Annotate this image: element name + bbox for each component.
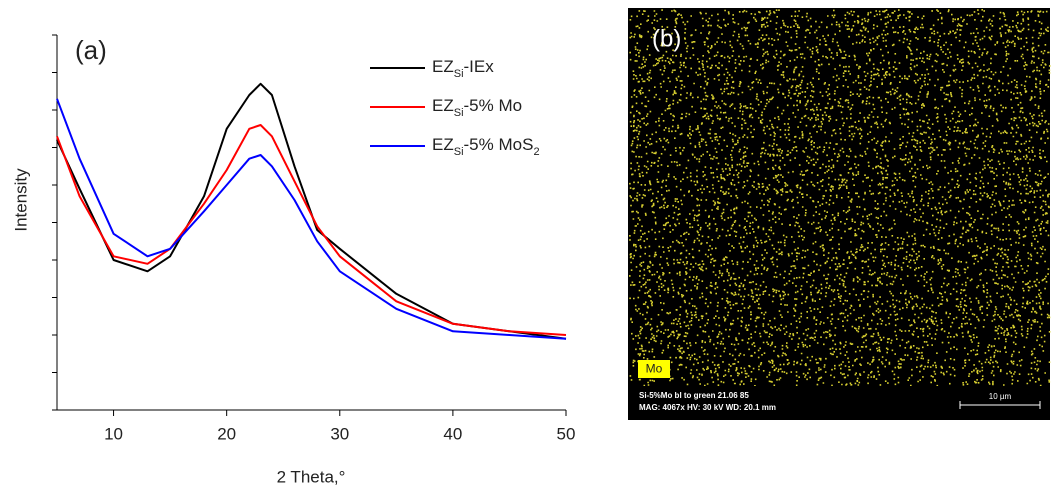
legend-text-part: -IEx <box>464 57 495 76</box>
legend-text-part: EZ <box>432 96 454 115</box>
legend-label: EZSi-IEx <box>432 57 494 79</box>
caption: MAG: 4067x HV: 30 kV WD: 20.1 mm <box>639 403 776 412</box>
legend-text-part: EZ <box>432 135 454 154</box>
x-tick-label: 40 <box>443 424 462 443</box>
x-tick-label: 50 <box>557 424 576 443</box>
series-line <box>56 98 567 340</box>
element-label: Mo <box>646 362 663 376</box>
scale-label: 10 µm <box>989 392 1012 401</box>
legend-label: EZSi-5% MoS2 <box>432 135 540 157</box>
series-line <box>56 82 567 340</box>
y-axis-title: Intensity <box>11 168 30 232</box>
x-tick-label: 10 <box>104 424 123 443</box>
legend-text-part: Si <box>454 146 464 158</box>
x-tick-label: 30 <box>330 424 349 443</box>
element-dots <box>629 9 1051 387</box>
legend-text-part: -5% MoS <box>464 135 534 154</box>
element-tag <box>638 360 670 378</box>
sem-image: (b) Mo Si-5%Mo bl to green 21.06 85 MAG:… <box>628 8 1051 420</box>
panel-label: (a) <box>75 35 107 65</box>
series-line <box>56 124 567 336</box>
info-bar <box>628 386 1050 420</box>
legend-label: EZSi-5% Mo <box>432 96 522 118</box>
panel-label: (b) <box>652 25 681 52</box>
x-axis-title: 2 Theta,° <box>277 467 346 486</box>
caption: Si-5%Mo bl to green 21.06 85 <box>639 391 749 400</box>
legend-text-part: 2 <box>533 146 539 158</box>
legend-text-part: Si <box>454 107 464 119</box>
x-tick-label: 20 <box>217 424 236 443</box>
legend-text-part: Si <box>454 68 464 80</box>
legend-text-part: -5% Mo <box>464 96 523 115</box>
legend-text-part: EZ <box>432 57 454 76</box>
